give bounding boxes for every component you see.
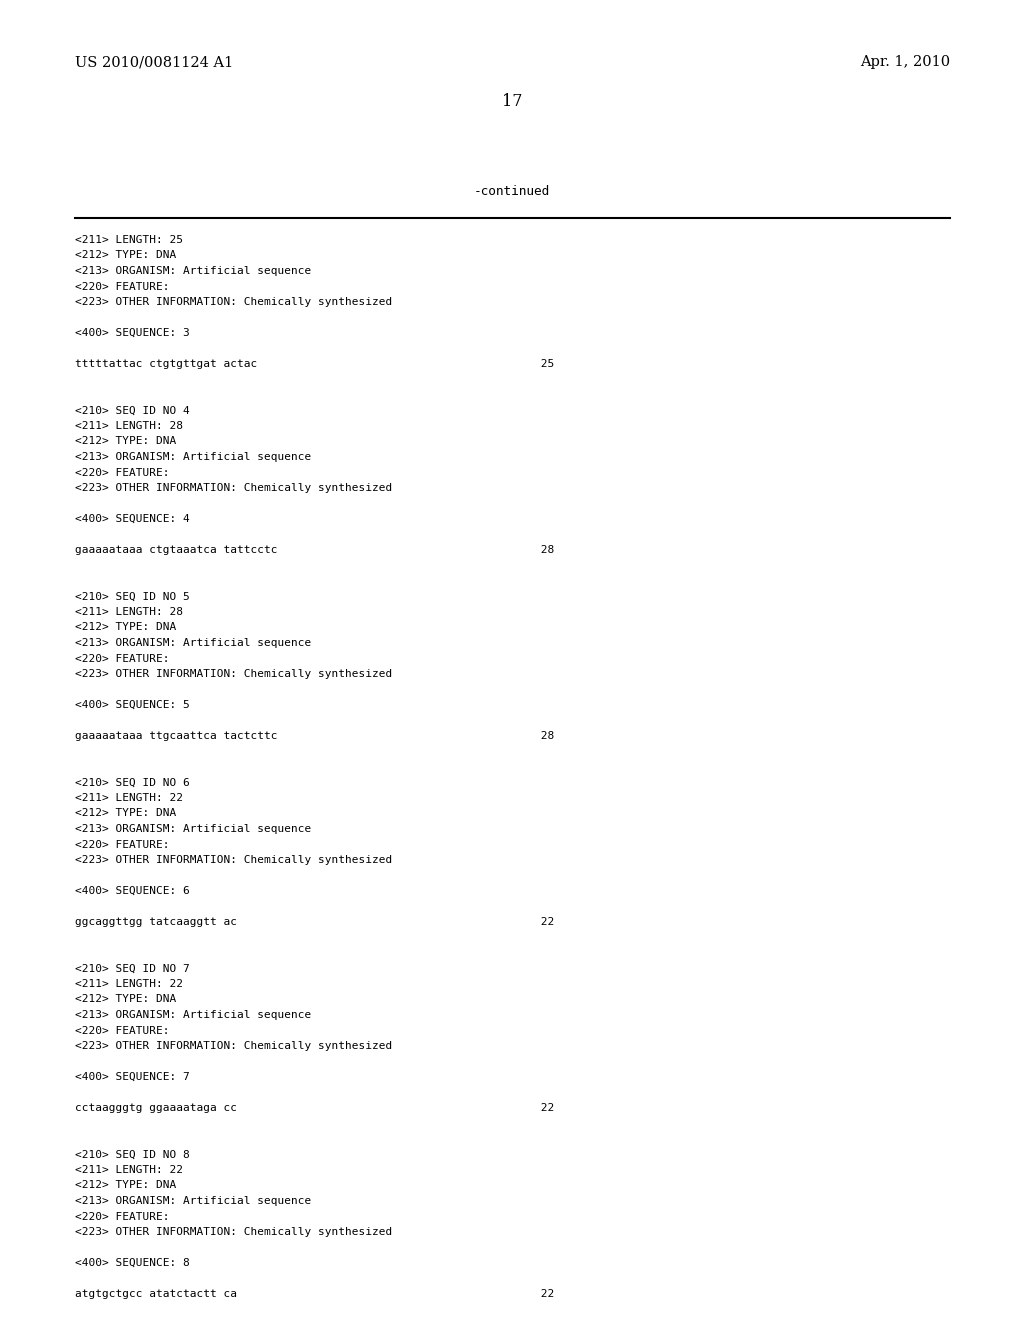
Text: <212> TYPE: DNA: <212> TYPE: DNA: [75, 808, 176, 818]
Text: <400> SEQUENCE: 3: <400> SEQUENCE: 3: [75, 327, 189, 338]
Text: <210> SEQ ID NO 7: <210> SEQ ID NO 7: [75, 964, 189, 974]
Text: gaaaaataaa ttgcaattca tactcttc                                       28: gaaaaataaa ttgcaattca tactcttc 28: [75, 731, 554, 741]
Text: <213> ORGANISM: Artificial sequence: <213> ORGANISM: Artificial sequence: [75, 1196, 311, 1206]
Text: <212> TYPE: DNA: <212> TYPE: DNA: [75, 623, 176, 632]
Text: <223> OTHER INFORMATION: Chemically synthesized: <223> OTHER INFORMATION: Chemically synt…: [75, 297, 392, 308]
Text: <210> SEQ ID NO 5: <210> SEQ ID NO 5: [75, 591, 189, 602]
Text: ggcaggttgg tatcaaggtt ac                                             22: ggcaggttgg tatcaaggtt ac 22: [75, 917, 554, 927]
Text: <210> SEQ ID NO 6: <210> SEQ ID NO 6: [75, 777, 189, 788]
Text: cctaagggtg ggaaaataga cc                                             22: cctaagggtg ggaaaataga cc 22: [75, 1104, 554, 1113]
Text: <400> SEQUENCE: 6: <400> SEQUENCE: 6: [75, 886, 189, 896]
Text: <212> TYPE: DNA: <212> TYPE: DNA: [75, 994, 176, 1005]
Text: <220> FEATURE:: <220> FEATURE:: [75, 1212, 170, 1221]
Text: <223> OTHER INFORMATION: Chemically synthesized: <223> OTHER INFORMATION: Chemically synt…: [75, 1041, 392, 1051]
Text: <211> LENGTH: 22: <211> LENGTH: 22: [75, 793, 183, 803]
Text: <211> LENGTH: 22: <211> LENGTH: 22: [75, 979, 183, 989]
Text: <210> SEQ ID NO 4: <210> SEQ ID NO 4: [75, 405, 189, 416]
Text: <220> FEATURE:: <220> FEATURE:: [75, 653, 170, 664]
Text: <220> FEATURE:: <220> FEATURE:: [75, 467, 170, 478]
Text: gaaaaataaa ctgtaaatca tattcctc                                       28: gaaaaataaa ctgtaaatca tattcctc 28: [75, 545, 554, 554]
Text: <213> ORGANISM: Artificial sequence: <213> ORGANISM: Artificial sequence: [75, 824, 311, 834]
Text: Apr. 1, 2010: Apr. 1, 2010: [860, 55, 950, 69]
Text: <210> SEQ ID NO 8: <210> SEQ ID NO 8: [75, 1150, 189, 1159]
Text: <400> SEQUENCE: 4: <400> SEQUENCE: 4: [75, 513, 189, 524]
Text: -continued: -continued: [474, 185, 550, 198]
Text: <213> ORGANISM: Artificial sequence: <213> ORGANISM: Artificial sequence: [75, 267, 311, 276]
Text: atgtgctgcc atatctactt ca                                             22: atgtgctgcc atatctactt ca 22: [75, 1290, 554, 1299]
Text: <223> OTHER INFORMATION: Chemically synthesized: <223> OTHER INFORMATION: Chemically synt…: [75, 483, 392, 492]
Text: <400> SEQUENCE: 8: <400> SEQUENCE: 8: [75, 1258, 189, 1269]
Text: <223> OTHER INFORMATION: Chemically synthesized: <223> OTHER INFORMATION: Chemically synt…: [75, 855, 392, 865]
Text: 17: 17: [502, 92, 522, 110]
Text: <223> OTHER INFORMATION: Chemically synthesized: <223> OTHER INFORMATION: Chemically synt…: [75, 669, 392, 678]
Text: <223> OTHER INFORMATION: Chemically synthesized: <223> OTHER INFORMATION: Chemically synt…: [75, 1228, 392, 1237]
Text: <212> TYPE: DNA: <212> TYPE: DNA: [75, 1180, 176, 1191]
Text: <211> LENGTH: 28: <211> LENGTH: 28: [75, 607, 183, 616]
Text: tttttattac ctgtgttgat actac                                          25: tttttattac ctgtgttgat actac 25: [75, 359, 554, 370]
Text: <213> ORGANISM: Artificial sequence: <213> ORGANISM: Artificial sequence: [75, 1010, 311, 1020]
Text: <213> ORGANISM: Artificial sequence: <213> ORGANISM: Artificial sequence: [75, 451, 311, 462]
Text: <220> FEATURE:: <220> FEATURE:: [75, 840, 170, 850]
Text: <211> LENGTH: 28: <211> LENGTH: 28: [75, 421, 183, 432]
Text: <211> LENGTH: 22: <211> LENGTH: 22: [75, 1166, 183, 1175]
Text: <213> ORGANISM: Artificial sequence: <213> ORGANISM: Artificial sequence: [75, 638, 311, 648]
Text: <212> TYPE: DNA: <212> TYPE: DNA: [75, 437, 176, 446]
Text: US 2010/0081124 A1: US 2010/0081124 A1: [75, 55, 233, 69]
Text: <220> FEATURE:: <220> FEATURE:: [75, 281, 170, 292]
Text: <400> SEQUENCE: 7: <400> SEQUENCE: 7: [75, 1072, 189, 1082]
Text: <400> SEQUENCE: 5: <400> SEQUENCE: 5: [75, 700, 189, 710]
Text: <212> TYPE: DNA: <212> TYPE: DNA: [75, 251, 176, 260]
Text: <211> LENGTH: 25: <211> LENGTH: 25: [75, 235, 183, 246]
Text: <220> FEATURE:: <220> FEATURE:: [75, 1026, 170, 1035]
